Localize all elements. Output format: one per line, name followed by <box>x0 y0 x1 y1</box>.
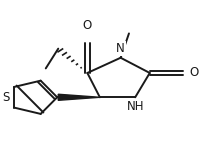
Polygon shape <box>58 94 100 100</box>
Text: NH: NH <box>126 100 144 113</box>
Text: O: O <box>189 66 198 79</box>
Text: N: N <box>116 42 125 55</box>
Text: O: O <box>83 19 92 32</box>
Text: S: S <box>2 91 10 104</box>
